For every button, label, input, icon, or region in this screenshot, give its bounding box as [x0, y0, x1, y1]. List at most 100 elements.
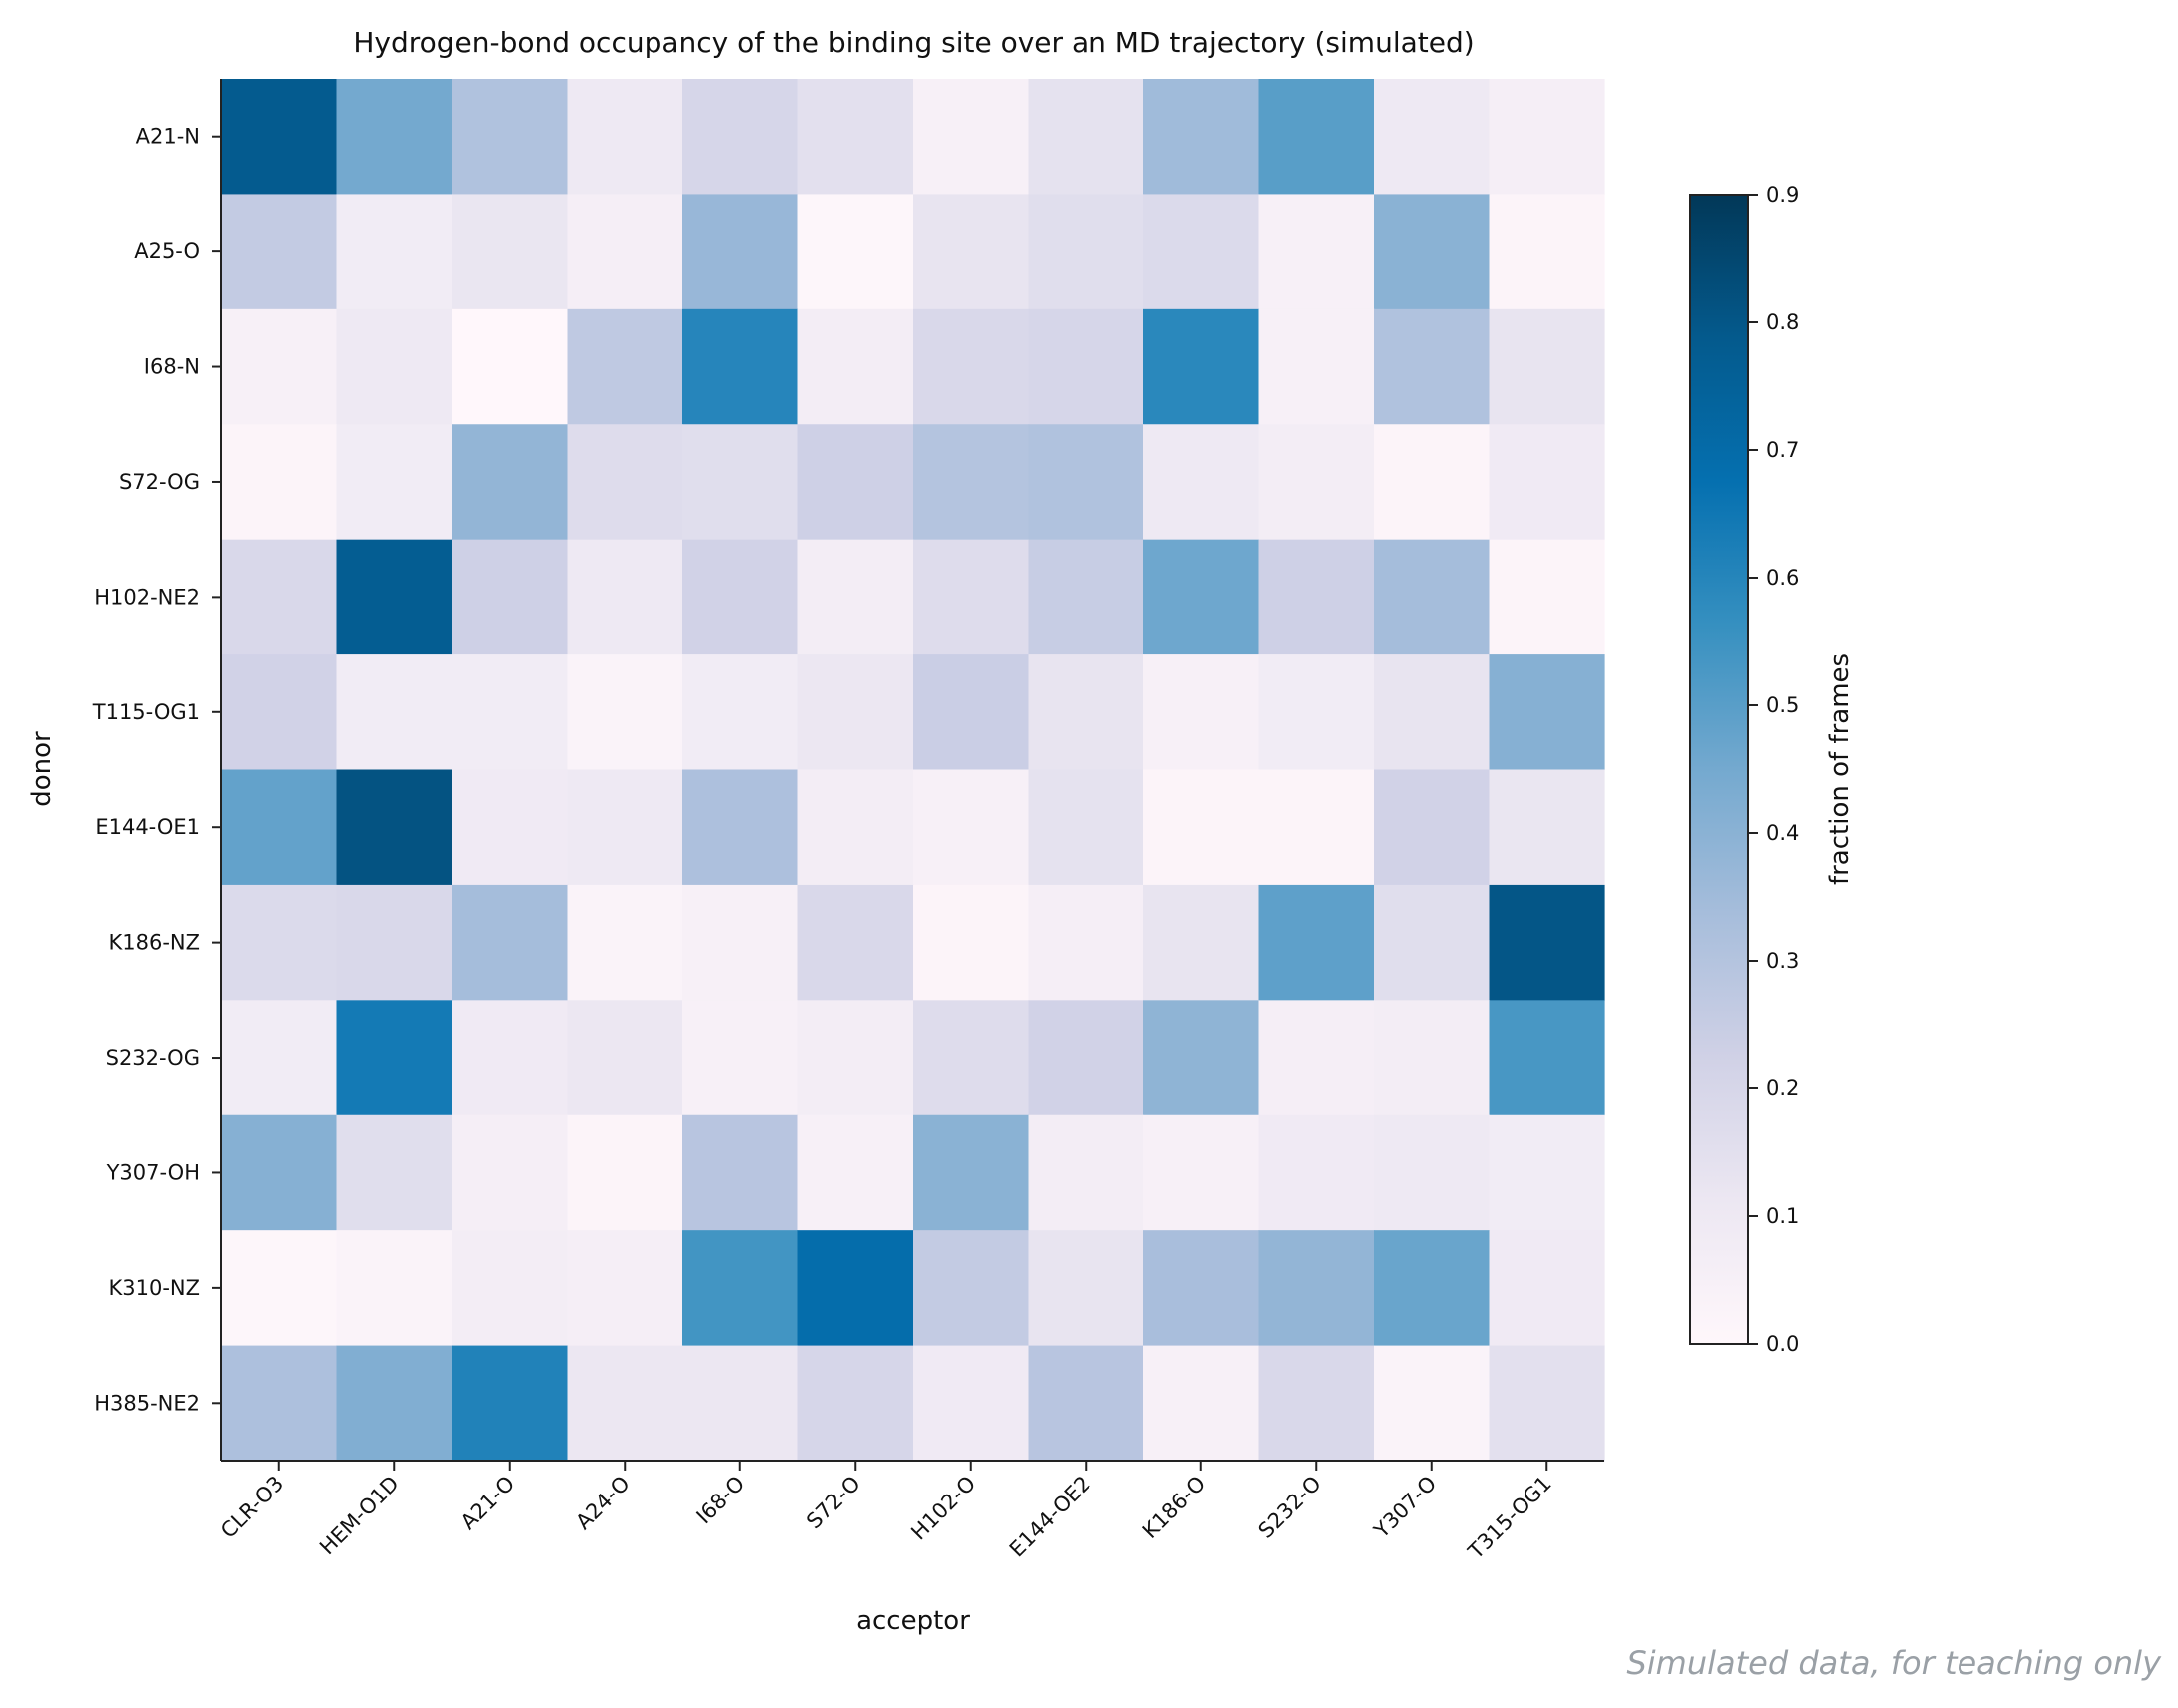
- heatmap-cell: [336, 1114, 453, 1231]
- heatmap-cell: [1143, 769, 1260, 886]
- heatmap-cell: [221, 1000, 338, 1116]
- x-tick-label: S72-O: [802, 1472, 865, 1534]
- heatmap-cell: [336, 1000, 453, 1116]
- y-tick-label: H385-NE2: [94, 1391, 200, 1415]
- colorbar-tick-label: 0.5: [1766, 693, 1799, 717]
- heatmap-cell: [221, 539, 338, 655]
- heatmap-cell: [221, 884, 338, 1001]
- heatmap-cell: [1489, 884, 1605, 1001]
- heatmap-cell: [682, 194, 799, 310]
- heatmap-cell: [682, 308, 799, 425]
- colorbar-label: fraction of frames: [1825, 653, 1855, 885]
- heatmap-cell: [567, 308, 683, 425]
- heatmap-cell: [797, 769, 914, 886]
- heatmap-cell: [452, 1114, 569, 1231]
- heatmap-cell: [221, 308, 338, 425]
- heatmap-cell: [1143, 1114, 1260, 1231]
- colorbar-tick-label: 0.1: [1766, 1204, 1799, 1228]
- x-axis-ticks: CLR-O3 HEM-O1D A21-O A24-O I68-O S72-O H102-O E…: [217, 1461, 1556, 1564]
- heatmap-cell: [1374, 1230, 1491, 1347]
- heatmap-cell: [452, 1345, 569, 1462]
- heatmap-cell: [221, 1230, 338, 1347]
- heatmap-cell: [567, 769, 683, 886]
- heatmap-cell: [797, 1114, 914, 1231]
- heatmap-cell: [567, 884, 683, 1001]
- heatmap-cell: [567, 1345, 683, 1462]
- heatmap-cell: [913, 539, 1030, 655]
- heatmap-cell: [1374, 79, 1491, 196]
- heatmap-cell: [1489, 308, 1605, 425]
- heatmap-cell: [1489, 79, 1605, 196]
- heatmap-cell: [913, 1000, 1030, 1116]
- heatmap-cell: [797, 1345, 914, 1462]
- heatmap-cell: [1258, 194, 1375, 310]
- y-tick-label: K310-NZ: [108, 1276, 200, 1300]
- heatmap-cell: [452, 194, 569, 310]
- heatmap-cell: [1028, 424, 1144, 541]
- heatmap-cell: [1489, 1230, 1605, 1347]
- heatmap-cell: [567, 539, 683, 655]
- heatmap-cell: [1028, 194, 1144, 310]
- heatmap-cell: [682, 1230, 799, 1347]
- heatmap-cell: [913, 79, 1030, 196]
- y-axis-ticks: A21-N A25-O I68-N S72-OG H102-NE2 T115-OG1 E14…: [92, 125, 221, 1415]
- colorbar-tick-label: 0.7: [1766, 438, 1799, 462]
- colorbar: 0.0 0.1 0.2 0.3 0.4 0.5 0.6 0.7 0.8 0.9: [1689, 183, 1799, 1356]
- heatmap-cell: [1374, 769, 1491, 886]
- y-tick-label: Y307-OH: [106, 1160, 200, 1184]
- heatmap-cell: [1143, 308, 1260, 425]
- heatmap-cell: [1258, 1345, 1375, 1462]
- heatmap-cell: [797, 194, 914, 310]
- heatmap-cell: [1489, 769, 1605, 886]
- x-tick-label: A21-O: [456, 1472, 519, 1534]
- heatmap-cell: [567, 1000, 683, 1116]
- heatmap-cell: [913, 308, 1030, 425]
- heatmap-cell: [221, 1345, 338, 1462]
- heatmap-cell: [221, 194, 338, 310]
- heatmap-cell: [221, 769, 338, 886]
- heatmap-cell: [567, 1114, 683, 1231]
- heatmap-cell: [1258, 1000, 1375, 1116]
- heatmap-cell: [1258, 769, 1375, 886]
- y-tick-label: S232-OG: [106, 1046, 200, 1069]
- heatmap-cell: [567, 79, 683, 196]
- heatmap-cell: [1258, 424, 1375, 541]
- heatmap-cell: [452, 424, 569, 541]
- colorbar-ticks: 0.0 0.1 0.2 0.3 0.4 0.5 0.6 0.7 0.8 0.9: [1748, 183, 1799, 1356]
- heatmap-cell: [336, 424, 453, 541]
- chart-title: Hydrogen-bond occupancy of the binding s…: [353, 26, 1474, 59]
- heatmap-cell: [1489, 654, 1605, 771]
- heatmap-cell: [1143, 194, 1260, 310]
- heatmap-cell: [1489, 1345, 1605, 1462]
- y-tick-label: E144-OE1: [95, 815, 200, 839]
- heatmap-cell: [452, 654, 569, 771]
- heatmap-cell: [221, 424, 338, 541]
- colorbar-tick-label: 0.8: [1766, 310, 1799, 334]
- heatmap-cell: [567, 424, 683, 541]
- heatmap-cell: [1489, 1000, 1605, 1116]
- heatmap-cell: [452, 884, 569, 1001]
- heatmap-cell: [797, 654, 914, 771]
- heatmap-cell: [1258, 1114, 1375, 1231]
- heatmap-cell: [1028, 1000, 1144, 1116]
- heatmap-cell: [1028, 79, 1144, 196]
- heatmap-cell: [682, 1345, 799, 1462]
- heatmap-cell: [682, 884, 799, 1001]
- colorbar-tick-label: 0.2: [1766, 1076, 1799, 1100]
- heatmap-cell: [913, 424, 1030, 541]
- y-tick-label: A25-O: [134, 239, 200, 263]
- heatmap-cell: [797, 884, 914, 1001]
- heatmap-cell: [682, 539, 799, 655]
- heatmap-cell: [1374, 424, 1491, 541]
- heatmap-cell: [797, 424, 914, 541]
- heatmap-cell: [682, 654, 799, 771]
- heatmap-cell: [797, 1230, 914, 1347]
- x-tick-label: CLR-O3: [217, 1472, 288, 1543]
- heatmap-cell: [913, 884, 1030, 1001]
- heatmap-cell: [1028, 1345, 1144, 1462]
- heatmap-cell: [1028, 884, 1144, 1001]
- colorbar-tick-label: 0.3: [1766, 949, 1799, 973]
- heatmap-cell: [1028, 539, 1144, 655]
- heatmap-cell: [221, 79, 338, 196]
- y-tick-label: K186-NZ: [108, 931, 200, 955]
